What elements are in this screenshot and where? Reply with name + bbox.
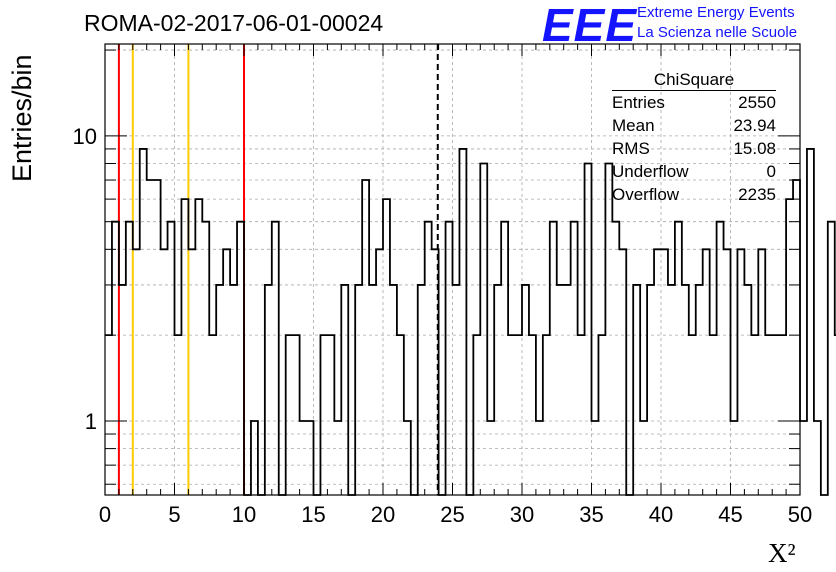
histogram-series xyxy=(105,148,836,496)
x-tick-label: 50 xyxy=(788,502,812,527)
x-tick-label: 10 xyxy=(232,502,256,527)
x-tick-label: 35 xyxy=(579,502,603,527)
stats-value: 0 xyxy=(766,162,776,181)
logo-line-2: La Scienza nelle Scuole xyxy=(637,24,798,41)
x-tick-label: 45 xyxy=(718,502,742,527)
stats-title: ChiSquare xyxy=(612,69,776,91)
stats-value: 2550 xyxy=(738,93,776,112)
stats-label: Entries xyxy=(612,93,665,112)
axis-ticks xyxy=(104,44,801,495)
x-axis-label: X² xyxy=(768,538,796,568)
stats-value: 23.94 xyxy=(733,116,776,135)
stats-row: RMS 15.08 xyxy=(612,137,776,160)
tick-labels: 0 5 10 15 20 25 30 35 40 45 50 1 10 xyxy=(73,124,813,527)
stats-value: 15.08 xyxy=(733,139,776,158)
stats-row: Overflow 2235 xyxy=(612,183,776,206)
histogram-line xyxy=(105,148,836,496)
x-tick-label: 5 xyxy=(168,502,180,527)
logo-line-1: Extreme Energy Events xyxy=(637,4,795,21)
eee-logo: EEE xyxy=(542,0,638,51)
y-tick-label: 10 xyxy=(73,124,97,149)
stats-row: Underflow 0 xyxy=(612,160,776,183)
x-tick-label: 0 xyxy=(99,502,111,527)
x-tick-label: 15 xyxy=(301,502,325,527)
stats-label: Underflow xyxy=(612,162,689,181)
x-tick-label: 25 xyxy=(440,502,464,527)
stats-row: Entries 2550 xyxy=(612,91,776,114)
stats-label: Mean xyxy=(612,116,655,135)
stats-label: Overflow xyxy=(612,185,680,204)
stats-value: 2235 xyxy=(738,185,776,204)
x-tick-label: 30 xyxy=(510,502,534,527)
x-tick-label: 20 xyxy=(371,502,395,527)
y-tick-label: 1 xyxy=(85,409,97,434)
stats-label: RMS xyxy=(612,139,650,158)
chart-title: ROMA-02-2017-06-01-00024 xyxy=(84,10,384,36)
y-axis-label: Entries/bin xyxy=(7,54,37,182)
stats-box: ChiSquare Entries 2550 Mean 23.94 RMS 15.08… xyxy=(612,69,776,206)
stats-row: Mean 23.94 xyxy=(612,114,776,137)
x-tick-label: 40 xyxy=(649,502,673,527)
